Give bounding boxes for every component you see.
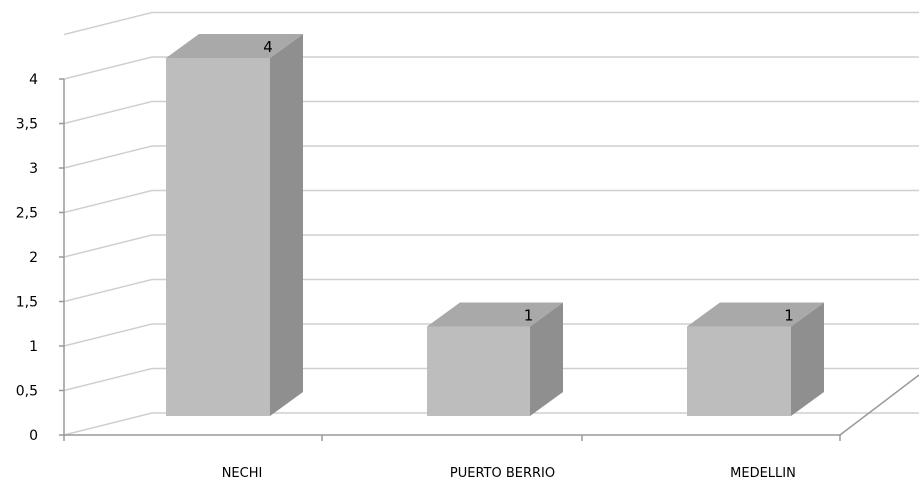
y-axis-tick-labels: 0 0,5 1 1,5 2 2,5 3 3,5 4: [16, 72, 64, 444]
y-tick-label: 2,5: [16, 206, 38, 222]
gridline-side: [63, 323, 153, 347]
y-tick-label: 0: [29, 428, 38, 444]
bar-medellin: [687, 302, 824, 416]
category-label: MEDELLIN: [730, 466, 796, 481]
bar-side: [791, 302, 824, 416]
y-tick-label: 2: [29, 250, 38, 266]
gridline-side: [63, 278, 153, 303]
bar-side: [530, 302, 563, 416]
bar-top: [687, 302, 824, 327]
data-label: 1: [784, 307, 794, 325]
gridline-side: [63, 100, 153, 125]
y-tick-label: 1: [29, 339, 38, 355]
gridline-side: [63, 145, 153, 169]
bar-top: [427, 302, 563, 327]
bar-top: [166, 34, 303, 58]
bar-front: [427, 326, 530, 416]
category-labels: NECHI PUERTO BERRIO MEDELLIN: [222, 466, 796, 481]
floor-edge: [839, 374, 919, 436]
bar-front: [687, 326, 791, 416]
category-label: NECHI: [222, 466, 263, 481]
y-tick-label: 4: [29, 72, 38, 88]
y-tick-label: 3,5: [16, 117, 38, 133]
data-label: 1: [524, 307, 534, 325]
gridline-side: [63, 11, 153, 36]
gridline-side: [63, 367, 153, 392]
y-tick-label: 0,5: [16, 384, 38, 400]
bar-side: [270, 34, 303, 416]
gridline-side: [63, 234, 153, 258]
gridline-side: [63, 189, 153, 214]
gridline-side: [63, 56, 153, 80]
data-labels: 4 1 1: [263, 38, 794, 325]
bars: [166, 34, 824, 416]
data-label: 4: [263, 38, 273, 56]
bar-nechi: [166, 34, 303, 416]
y-tick-label: 3: [29, 161, 38, 177]
category-label: PUERTO BERRIO: [450, 466, 555, 481]
bar-puerto-berrio: [427, 302, 563, 416]
bar-front: [166, 58, 270, 416]
y-tick-label: 1,5: [16, 295, 38, 311]
gridline-side: [63, 412, 153, 436]
